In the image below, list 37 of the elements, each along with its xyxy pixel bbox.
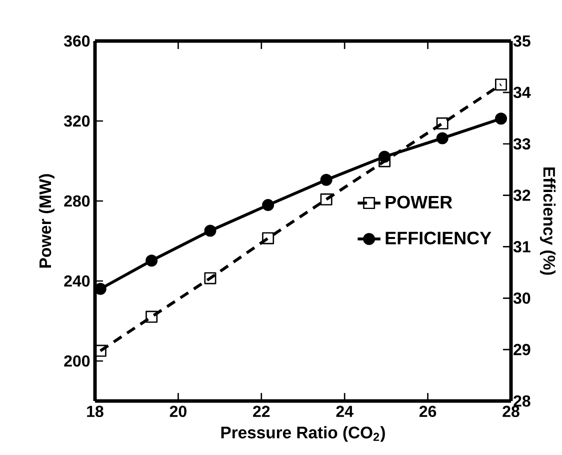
point [495, 112, 508, 125]
y-tick-label: 240 [64, 275, 90, 287]
point [146, 254, 158, 267]
y-axis-title: Power (MW) [38, 174, 54, 268]
y2-axis-title: Efficiency (%) [540, 167, 556, 275]
y2-tick-label: 32 [513, 190, 530, 201]
point [204, 224, 216, 237]
x-tick-label: 18 [87, 406, 104, 418]
y-tick-label: 320 [64, 115, 90, 127]
y-tick-label: 200 [64, 355, 90, 367]
legend-label: EFFICIENCY [386, 232, 492, 244]
point [495, 78, 508, 91]
point [378, 150, 391, 163]
y2-tick-label: 30 [513, 292, 530, 304]
y2-tick-label: 35 [513, 35, 530, 47]
point [262, 199, 274, 212]
x-tick-label: 28 [502, 406, 520, 418]
point [320, 193, 332, 206]
x-axis-title: Pressure Ratio (CO$_{2}$) [221, 426, 385, 442]
x-tick-label: 26 [419, 406, 436, 418]
point [262, 232, 274, 244]
point [320, 174, 332, 186]
y2-tick-label: 31 [513, 241, 530, 252]
y2-tick-label: 34 [513, 86, 531, 98]
x-tick-label: 24 [336, 406, 354, 417]
y-tick-label: 360 [64, 35, 90, 47]
y2-tick-label: 29 [514, 344, 530, 356]
x-tick-label: 22 [253, 406, 270, 417]
point [436, 117, 448, 130]
point [436, 132, 448, 144]
point [146, 310, 158, 323]
y-tick-label: 280 [64, 195, 90, 207]
point [204, 272, 216, 284]
x-tick-label: 20 [170, 406, 186, 418]
y2-tick-label: 33 [513, 138, 530, 150]
legend-label: POWER [386, 196, 452, 209]
y2-tick-label: 28 [514, 395, 530, 407]
